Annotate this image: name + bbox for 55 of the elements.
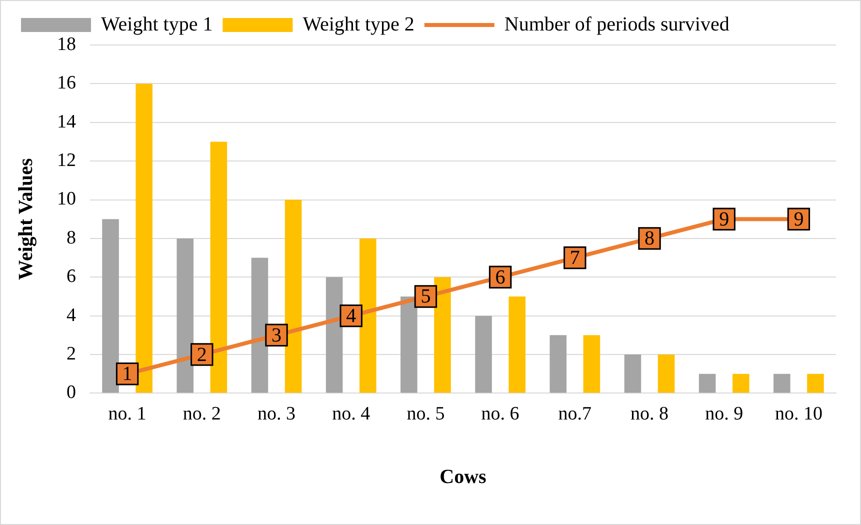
bar [732, 374, 750, 393]
legend-label: Number of periods survived [504, 13, 730, 36]
data-label: 9 [719, 208, 730, 230]
y-tick-label: 4 [66, 304, 76, 326]
bar [624, 354, 642, 393]
data-label: 6 [495, 266, 506, 288]
x-tick-label: no. 3 [258, 404, 296, 425]
bar [658, 354, 675, 393]
data-label: 3 [272, 324, 282, 346]
bar [136, 84, 152, 393]
x-axis-title: Cows [440, 466, 487, 488]
bar [475, 316, 492, 393]
data-label: 1 [122, 363, 132, 386]
x-tick-label: no. 2 [182, 404, 221, 425]
x-tick-label: no. 10 [774, 404, 822, 425]
y-tick-label: 6 [66, 266, 76, 288]
legend-label: Weight type 1 [101, 13, 213, 36]
x-tick-label: no. 1 [108, 404, 146, 425]
y-tick-label: 0 [66, 382, 76, 404]
y-tick-label: 2 [66, 343, 76, 364]
bar [583, 335, 600, 393]
y-tick-label: 8 [66, 227, 76, 248]
x-tick-label: no. 4 [332, 404, 371, 425]
data-label: 8 [644, 228, 654, 250]
bar [326, 277, 343, 393]
x-tick-label: no. 5 [406, 404, 445, 425]
bar [359, 238, 376, 393]
data-label: 7 [570, 247, 580, 270]
bar [774, 374, 790, 393]
data-label: 5 [420, 286, 431, 308]
data-label: 4 [346, 305, 356, 328]
bar [807, 374, 824, 393]
y-tick-label: 18 [57, 34, 76, 55]
bar [434, 277, 451, 393]
bar [284, 200, 302, 393]
bar [251, 258, 268, 393]
x-tick-label: no. 8 [630, 404, 668, 425]
bar [400, 296, 418, 393]
bar [176, 238, 194, 393]
legend-label: Weight type 2 [302, 13, 414, 36]
data-label: 2 [196, 344, 207, 366]
bar [210, 142, 228, 393]
bar [698, 374, 716, 393]
y-tick-label: 14 [57, 111, 76, 132]
y-tick-label: 12 [57, 150, 76, 172]
y-axis-title: Weight Values [15, 158, 38, 280]
bar [508, 296, 526, 393]
bar [102, 219, 119, 393]
y-tick-label: 10 [57, 188, 76, 210]
data-label: 9 [794, 208, 804, 230]
y-tick-label: 16 [57, 72, 76, 94]
x-tick-label: no.7 [558, 404, 592, 425]
x-tick-label: no. 6 [481, 404, 520, 425]
x-tick-label: no. 9 [705, 404, 744, 425]
bar [550, 335, 567, 393]
